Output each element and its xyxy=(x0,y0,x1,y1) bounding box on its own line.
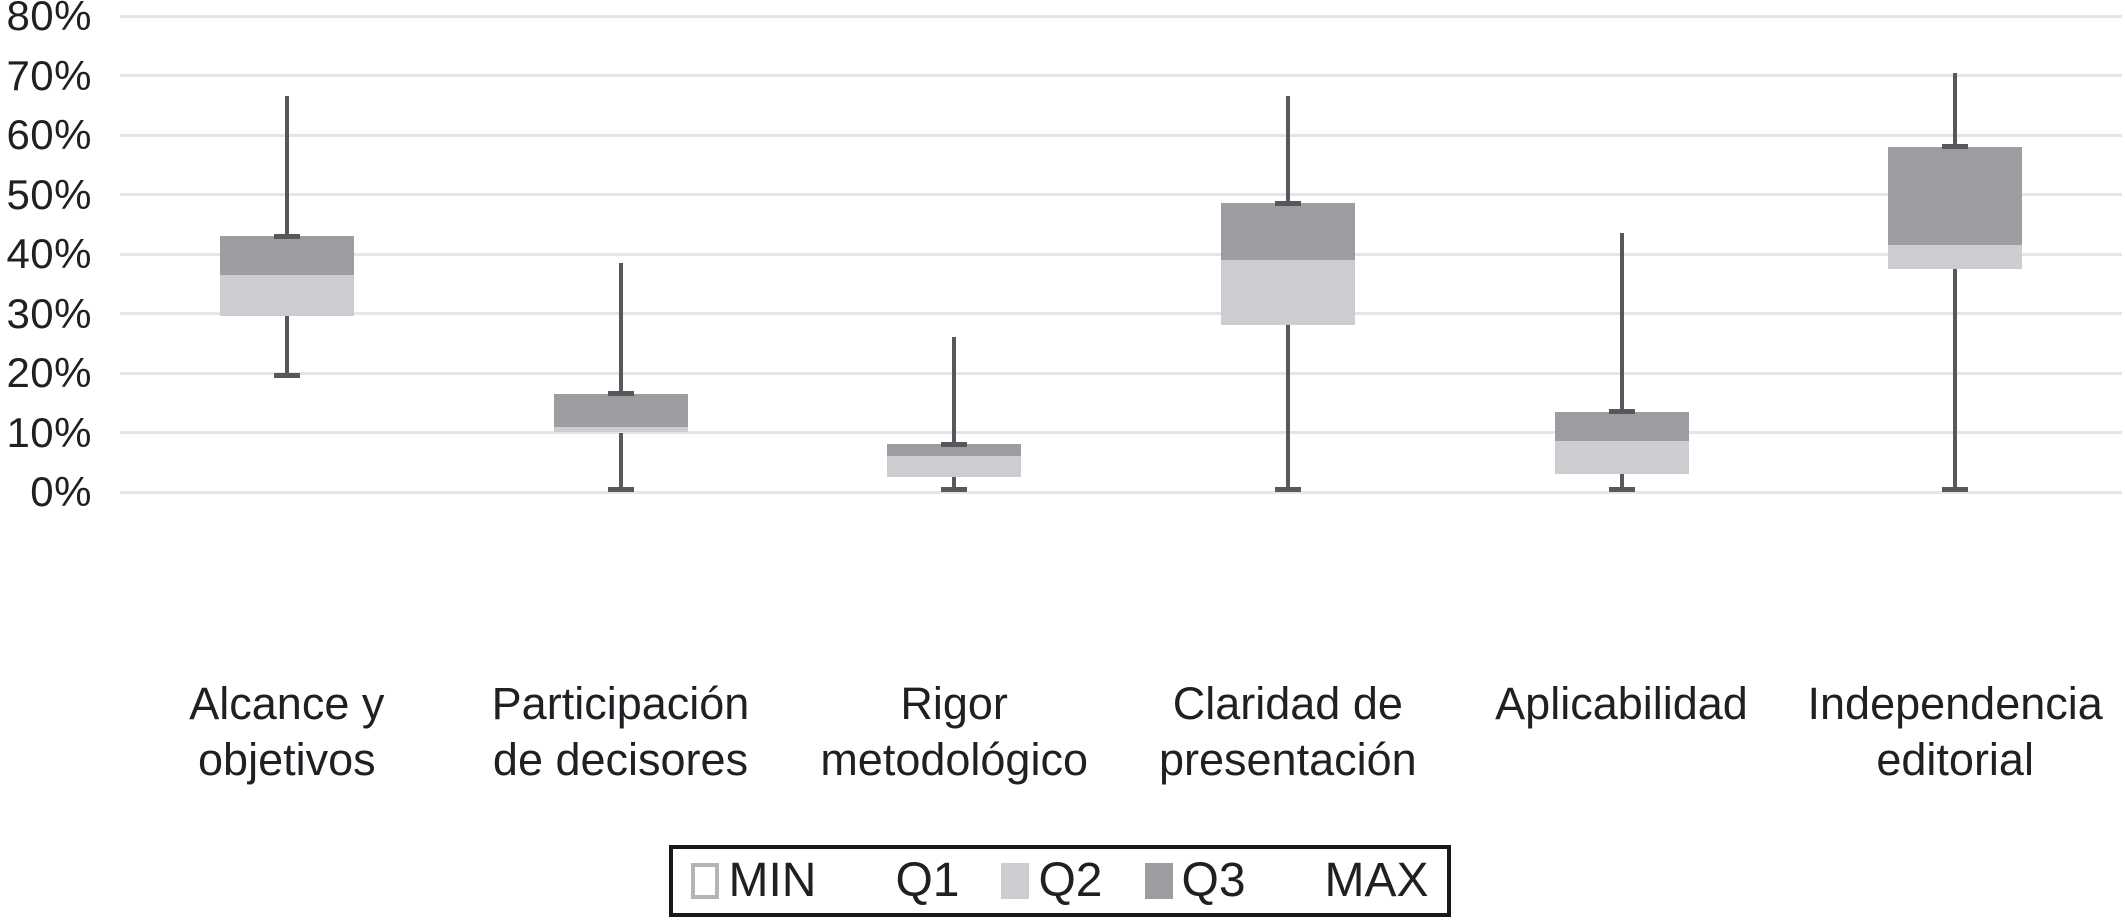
y-axis-tick-label: 0% xyxy=(30,468,92,515)
whisker-upper xyxy=(1285,96,1290,204)
whisker-cap-junction xyxy=(941,441,968,447)
y-axis-tick-label: 40% xyxy=(6,230,92,277)
category-label: Alcance y objetivos xyxy=(189,678,385,785)
gridline xyxy=(120,252,2122,256)
whisker-cap-junction xyxy=(273,233,300,239)
whisker-upper xyxy=(1953,72,1958,147)
box-q3-segment xyxy=(219,236,354,275)
legend-label: MAX xyxy=(1324,854,1429,907)
box-q2-segment xyxy=(887,456,1022,478)
box-q3-segment xyxy=(1220,203,1355,260)
whisker-cap-min xyxy=(1942,486,1969,492)
legend-item-max: MAX xyxy=(1288,857,1429,905)
y-axis-tick-label: 30% xyxy=(6,289,92,337)
y-axis-tick-label: 10% xyxy=(6,408,92,456)
legend-item-q2: Q2 xyxy=(1001,854,1103,907)
y-axis-tick-label: 60% xyxy=(6,111,92,158)
box-q2-segment xyxy=(553,426,688,433)
whisker-upper xyxy=(1619,233,1624,412)
gridline xyxy=(120,431,2122,434)
gridline xyxy=(120,133,2122,137)
whisker-lower xyxy=(952,477,957,490)
box-q3-segment xyxy=(1554,411,1689,442)
legend-item-q1: Q1 xyxy=(858,857,959,905)
box-q3-segment xyxy=(553,393,688,427)
legend: MIN Q1 Q2 Q3 MAX xyxy=(669,845,1451,917)
box-q2-segment xyxy=(219,274,354,317)
box-q2-segment xyxy=(1220,259,1355,326)
gridline xyxy=(120,74,2122,77)
whisker-cap-junction xyxy=(607,391,634,397)
legend-swatch-q2 xyxy=(1001,863,1030,899)
y-axis-tick-label: 80% xyxy=(6,0,92,39)
whisker-lower xyxy=(1953,268,1958,490)
whisker-lower xyxy=(1619,474,1624,490)
category-label: Independencia editorial xyxy=(1807,678,2103,785)
y-axis-tick-label: 20% xyxy=(6,349,92,396)
whisker-cap-min xyxy=(1608,486,1635,492)
category-label: Rigor metodológico xyxy=(820,678,1088,785)
legend-label: Q3 xyxy=(1181,854,1246,907)
legend-swatch-q3 xyxy=(1144,863,1173,899)
legend-label: Q1 xyxy=(895,854,960,907)
whisker-cap-min xyxy=(273,373,300,379)
gridline xyxy=(120,312,2122,315)
whisker-lower xyxy=(1285,325,1290,490)
whisker-upper xyxy=(618,262,623,394)
whisker-upper xyxy=(952,337,957,445)
whisker-cap-junction xyxy=(1274,200,1301,206)
box-q3-segment xyxy=(887,444,1022,457)
gridline xyxy=(120,14,2122,18)
whisker-cap-min xyxy=(941,486,968,492)
y-axis-tick-label: 50% xyxy=(6,170,92,218)
legend-item-min: MIN xyxy=(691,857,816,905)
whisker-upper xyxy=(284,96,289,237)
legend-label: MIN xyxy=(728,854,817,907)
whisker-cap-min xyxy=(607,486,634,492)
legend-item-q3: Q3 xyxy=(1144,854,1246,907)
category-label: Participación de decisores xyxy=(491,678,750,785)
legend-swatch-min xyxy=(691,863,720,899)
whisker-cap-junction xyxy=(1942,144,1969,150)
whisker-cap-min xyxy=(1274,486,1301,492)
box-q2-segment xyxy=(1888,245,2023,269)
gridline xyxy=(120,490,2122,494)
whisker-cap-junction xyxy=(1608,409,1635,415)
gridline xyxy=(120,193,2122,196)
y-axis-tick-label: 70% xyxy=(6,51,92,99)
category-label: Aplicabilidad xyxy=(1495,678,1748,729)
whisker-lower xyxy=(284,316,289,376)
box-q3-segment xyxy=(1888,146,2023,246)
gridline xyxy=(120,371,2122,375)
box-q2-segment xyxy=(1554,441,1689,475)
category-label: Claridad de presentación xyxy=(1158,678,1417,785)
legend-label: Q2 xyxy=(1038,854,1103,907)
whisker-lower xyxy=(618,432,623,490)
